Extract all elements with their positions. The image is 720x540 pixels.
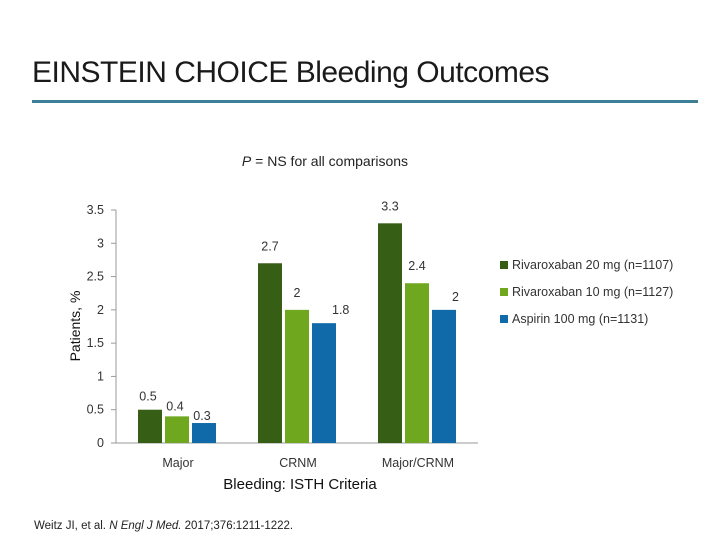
bar xyxy=(378,223,402,443)
legend-item: Aspirin 100 mg (n=1131) xyxy=(500,311,690,328)
x-category-label: CRNM xyxy=(279,456,317,470)
data-label: 2.7 xyxy=(261,239,278,253)
bar xyxy=(258,263,282,443)
data-label: 0.5 xyxy=(139,390,156,404)
citation-journal: N Engl J Med. xyxy=(109,520,182,532)
chart-legend: Rivaroxaban 20 mg (n=1107) Rivaroxaban 10… xyxy=(500,257,690,338)
legend-label: Aspirin 100 mg (n=1131) xyxy=(512,312,649,326)
data-label: 2.4 xyxy=(408,259,425,273)
legend-item: Rivaroxaban 10 mg (n=1127) xyxy=(500,284,690,301)
bar xyxy=(192,423,216,443)
slide-title: EINSTEIN CHOICE Bleeding Outcomes xyxy=(32,56,550,89)
chart-subtitle: P = NS for all comparisons xyxy=(0,153,650,169)
bar xyxy=(165,416,189,443)
legend-swatch xyxy=(500,261,508,269)
y-axis-title: Patients, % xyxy=(67,291,83,362)
legend-item: Rivaroxaban 20 mg (n=1107) xyxy=(500,257,690,274)
y-tick-label: 3 xyxy=(97,236,104,250)
title-divider xyxy=(32,100,698,103)
y-tick-label: 1.5 xyxy=(87,336,104,350)
subtitle-text: = NS for all comparisons xyxy=(251,153,409,169)
subtitle-p-value: P xyxy=(241,153,252,169)
bar xyxy=(312,323,336,443)
data-label: 2 xyxy=(294,286,301,300)
legend-label: Rivaroxaban 10 mg (n=1127) xyxy=(512,285,674,299)
y-tick-label: 3.5 xyxy=(87,203,104,217)
x-axis-title: Bleeding: ISTH Criteria xyxy=(223,476,377,493)
y-tick-label: 0.5 xyxy=(87,403,104,417)
citation-authors: Weitz JI, et al. xyxy=(34,520,110,532)
bar xyxy=(432,309,456,443)
legend-label: Rivaroxaban 20 mg (n=1107) xyxy=(512,258,674,272)
y-tick-label: 2 xyxy=(97,303,104,317)
data-label: 1.8 xyxy=(332,303,349,317)
x-category-label: Major xyxy=(162,456,193,470)
data-label: 3.3 xyxy=(381,199,398,213)
data-label: 0.4 xyxy=(166,399,183,413)
x-category-label: Major/CRNM xyxy=(382,456,454,470)
bar xyxy=(138,409,162,443)
legend-swatch xyxy=(500,315,508,323)
y-tick-label: 0 xyxy=(97,436,104,450)
data-label: 0.3 xyxy=(193,409,210,423)
legend-swatch xyxy=(500,288,508,296)
bar xyxy=(285,309,309,443)
y-tick-label: 1 xyxy=(97,369,104,383)
bar xyxy=(405,283,429,443)
citation-details: 2017;376:1211-1222. xyxy=(181,520,294,532)
data-label: 2 xyxy=(452,290,459,304)
y-tick-label: 2.5 xyxy=(87,270,104,284)
citation: Weitz JI, et al. N Engl J Med. 2017;376:… xyxy=(34,520,293,532)
